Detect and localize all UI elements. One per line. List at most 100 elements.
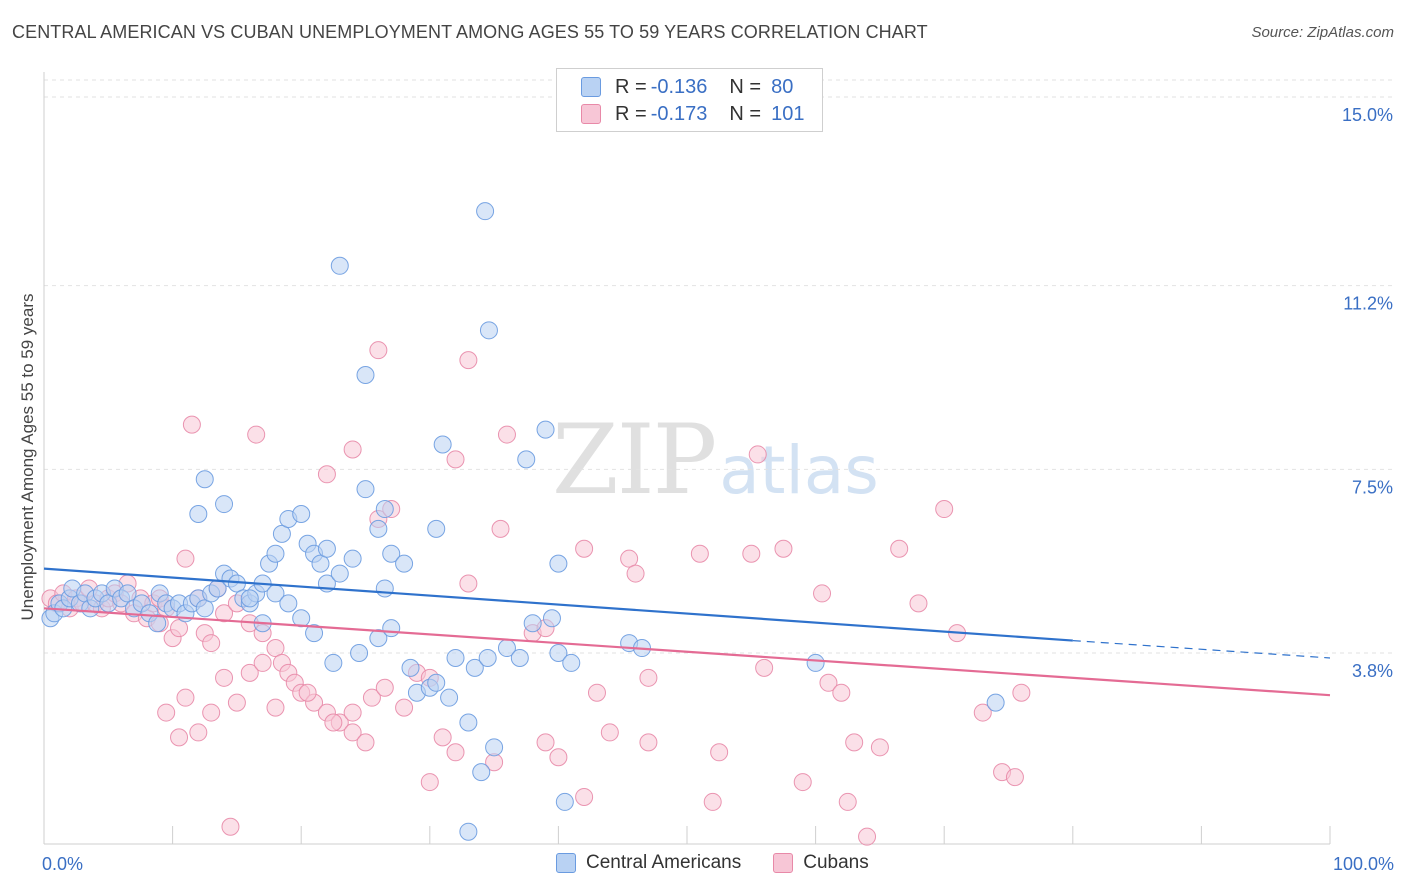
central-americans-trend-line [43, 567, 1073, 642]
cubans-point [639, 668, 658, 687]
central-americans-point [195, 470, 214, 489]
cubans-point [317, 465, 336, 484]
cubans-point [343, 440, 362, 459]
central-americans-point [330, 256, 349, 275]
central-americans-point [324, 653, 343, 672]
central-americans-point [382, 619, 401, 638]
cubans-point [459, 574, 478, 593]
cubans-point [215, 604, 234, 623]
legend-swatch-pink [773, 853, 794, 873]
legend-row-cubans: R = -0.173 N = 101 [581, 102, 804, 126]
cubans-point [832, 683, 851, 702]
central-americans-point [401, 658, 420, 677]
cubans-point [1012, 683, 1031, 702]
cubans-point [845, 733, 864, 752]
cubans-point [536, 733, 555, 752]
cubans-point [240, 663, 259, 682]
cubans-point [433, 728, 452, 747]
legend-n-value: 101 [771, 102, 805, 125]
cubans-point [620, 549, 639, 568]
tick-labels: 3.8% 7.5% 11.2% 15.0% 0.0% 100.0% [42, 105, 1394, 874]
cubans-point [639, 733, 658, 752]
cubans-point [459, 351, 478, 370]
cubans-point [170, 619, 189, 638]
cubans-point [703, 792, 722, 811]
cubans-point [221, 817, 240, 836]
cubans-point [838, 792, 857, 811]
cubans-point [742, 544, 761, 563]
y-tick-label: 7.5% [1352, 477, 1393, 497]
grid-lines [44, 79, 1395, 654]
cubans-point [858, 827, 877, 846]
axes [43, 72, 1331, 845]
central-americans-point [986, 693, 1005, 712]
correlation-legend: R = -0.136 N = 80 R = -0.173 N = 101 [556, 68, 823, 132]
central-americans-point [292, 505, 311, 523]
cubans-point [362, 688, 381, 707]
cubans-point [755, 658, 774, 677]
central-americans-point [148, 614, 167, 633]
central-americans-trend-extension [1072, 639, 1331, 659]
central-americans-point [279, 594, 298, 613]
cubans-point [182, 415, 201, 434]
central-americans-point [395, 554, 414, 573]
cubans-point [253, 653, 272, 672]
cubans-point [575, 539, 594, 558]
central-americans-point [356, 366, 375, 384]
cubans-point [600, 723, 619, 742]
legend-swatch-pink [581, 104, 601, 124]
cubans-points [41, 341, 1031, 846]
central-americans-point [427, 673, 446, 692]
legend-row-central-americans: R = -0.136 N = 80 [581, 75, 793, 99]
cubans-point [176, 688, 195, 707]
central-americans-point [189, 505, 208, 523]
central-americans-point [305, 624, 324, 643]
central-americans-point [446, 648, 465, 667]
legend-r-value: -0.173 [650, 102, 708, 125]
central-americans-point [266, 544, 285, 563]
cubans-point [343, 703, 362, 722]
source-label: Source: ZipAtlas.com [1251, 24, 1394, 41]
central-americans-point [433, 435, 452, 454]
cubans-point [266, 639, 285, 658]
central-americans-point [562, 653, 581, 672]
central-americans-point [375, 579, 394, 598]
cubans-point [870, 738, 889, 757]
cubans-point [247, 425, 266, 444]
central-americans-point [375, 500, 394, 519]
x-tick-label-max: 100.0% [1333, 854, 1394, 874]
central-americans-point [459, 822, 478, 841]
central-americans-point [523, 614, 542, 633]
trend-lines [43, 567, 1331, 697]
cubans-point [909, 594, 928, 613]
cubans-point [575, 787, 594, 806]
watermark: ZIPatlas [552, 404, 879, 516]
y-tick-label: 15.0% [1342, 105, 1393, 125]
cubans-trend-line [43, 607, 1331, 697]
legend-item-cubans: Cubans [773, 852, 869, 874]
legend-label-cubans: Cubans [803, 852, 869, 873]
central-americans-point [806, 653, 825, 672]
cubans-point [690, 544, 709, 563]
central-americans-point [311, 554, 330, 573]
cubans-point [170, 728, 189, 747]
watermark-atlas: atlas [719, 432, 879, 509]
central-americans-point [356, 480, 375, 499]
cubans-point [446, 743, 465, 762]
cubans-point [497, 425, 516, 444]
cubans-point [935, 500, 954, 519]
central-americans-point [440, 688, 459, 707]
central-americans-point [472, 763, 491, 782]
legend-n-label: N = [729, 75, 762, 98]
cubans-point [215, 668, 234, 687]
cubans-point [774, 539, 793, 558]
cubans-point [356, 733, 375, 752]
central-americans-point [369, 519, 388, 538]
legend-swatch-blue [581, 77, 601, 97]
central-americans-point [195, 599, 214, 618]
cubans-point [202, 703, 221, 722]
central-americans-point [343, 549, 362, 568]
central-americans-point [427, 519, 446, 538]
central-americans-point [459, 713, 478, 732]
